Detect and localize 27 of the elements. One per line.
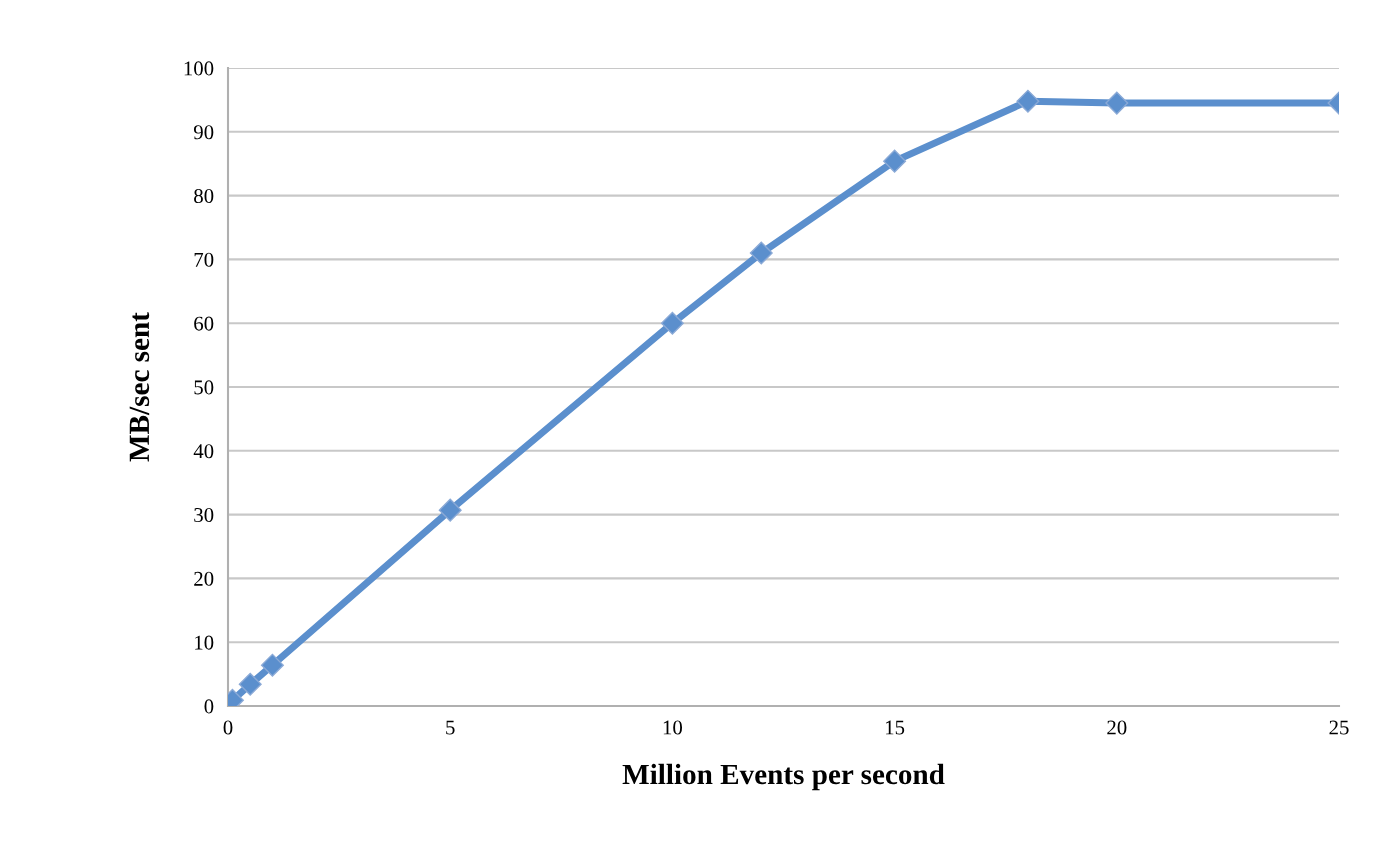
x-tick-label: 10: [663, 720, 683, 735]
x-tick-label: 15: [886, 720, 905, 735]
point: [1105, 91, 1129, 115]
point: [749, 241, 773, 265]
x-tick-label: 20: [1107, 720, 1127, 735]
y-tick-label: 10: [195, 635, 214, 650]
x-tick-label: 0: [223, 720, 233, 735]
point: [660, 311, 684, 335]
x-axis-title: Million Events per second: [622, 763, 945, 791]
y-tick-label: 0: [204, 699, 214, 714]
point: [238, 672, 262, 696]
y-tick-label: 30: [194, 507, 214, 523]
y-tick-label: 40: [193, 444, 214, 459]
y-tick-label: 70: [194, 252, 214, 267]
point: [1016, 89, 1040, 113]
x-tick-label: 25: [1329, 720, 1349, 735]
point: [883, 149, 907, 173]
y-tick-label: 100: [184, 61, 214, 76]
y-tick-label: 50: [194, 380, 214, 395]
x-tick-label: 5: [446, 720, 455, 735]
y-axis-title: MB/sec sent: [129, 312, 150, 462]
point: [260, 653, 284, 677]
y-tick-label: 20: [194, 571, 214, 586]
y-tick-label: 80: [194, 188, 214, 204]
y-tick-label: 90: [193, 125, 214, 140]
point: [438, 498, 462, 522]
y-tick-label: 60: [194, 316, 214, 331]
